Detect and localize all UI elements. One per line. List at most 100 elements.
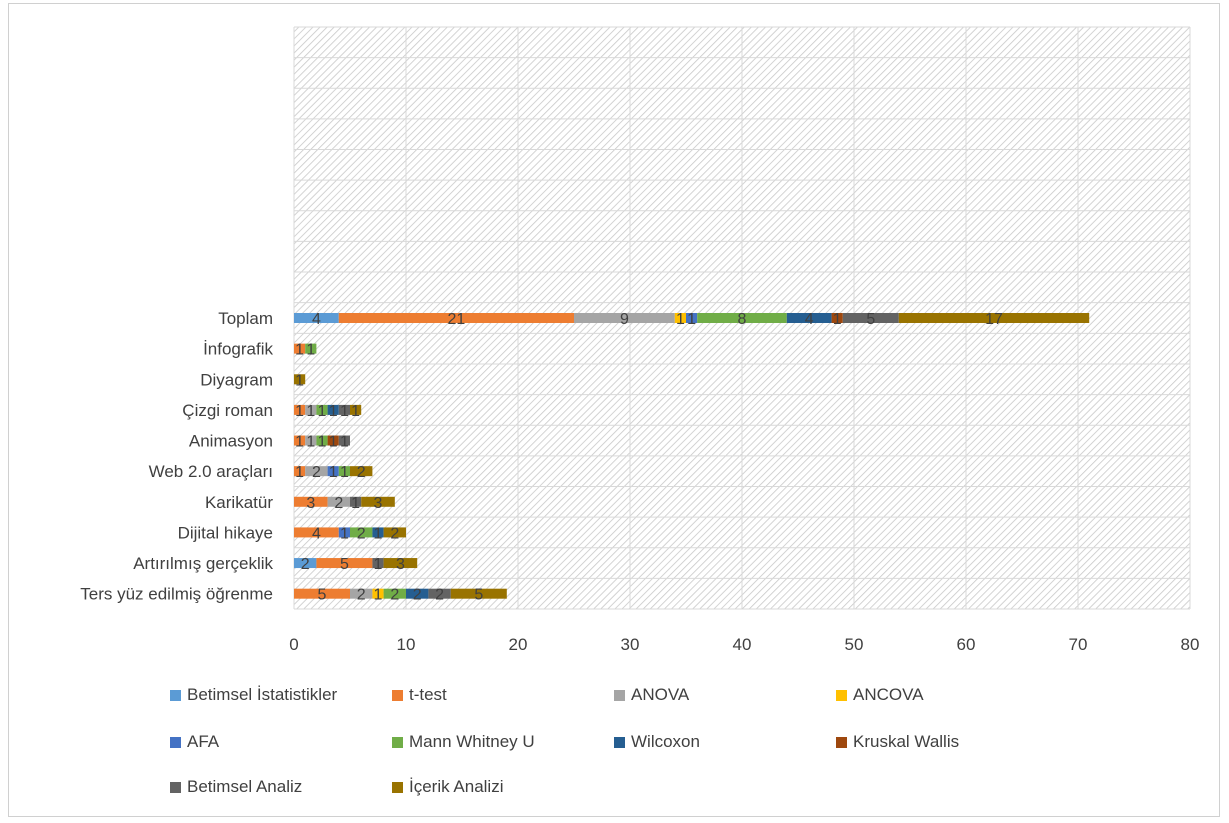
x-tick-label: 10 bbox=[397, 635, 416, 654]
bar-segment bbox=[383, 588, 406, 599]
data-label: 1 bbox=[833, 311, 842, 328]
bar-segment bbox=[294, 466, 306, 477]
x-tick-label: 30 bbox=[621, 635, 640, 654]
bar-segment bbox=[574, 313, 675, 323]
bar-segment bbox=[327, 466, 339, 477]
bar-segment bbox=[831, 313, 843, 323]
data-label: 4 bbox=[312, 525, 321, 542]
x-tick-label: 60 bbox=[957, 635, 976, 654]
bar-segment bbox=[350, 496, 362, 507]
data-label: 1 bbox=[329, 464, 338, 481]
data-label: 2 bbox=[357, 464, 366, 481]
data-label: 3 bbox=[306, 495, 315, 512]
bar-segment bbox=[898, 313, 1090, 323]
bar-segment bbox=[674, 313, 686, 323]
bar-segment bbox=[450, 588, 507, 599]
bar-segment bbox=[327, 496, 350, 507]
data-label: 1 bbox=[374, 587, 383, 604]
y-tick-label: Çizgi roman bbox=[182, 401, 273, 420]
data-label: 1 bbox=[687, 311, 696, 328]
data-label: 1 bbox=[340, 464, 349, 481]
data-label: 2 bbox=[312, 464, 321, 481]
data-label: 1 bbox=[351, 403, 360, 420]
data-label: 1 bbox=[351, 495, 360, 512]
bar-segment bbox=[686, 313, 698, 323]
bar-segment bbox=[294, 343, 306, 354]
data-label: 2 bbox=[435, 587, 444, 604]
bar-segment bbox=[428, 588, 451, 599]
bar-segment bbox=[294, 404, 306, 415]
data-label: 9 bbox=[620, 311, 629, 328]
data-label: 1 bbox=[306, 403, 315, 420]
data-label: 2 bbox=[357, 587, 366, 604]
bar-segment bbox=[305, 404, 317, 415]
bar-segment bbox=[350, 466, 373, 477]
y-tick-label: Dijital hikaye bbox=[178, 523, 273, 542]
y-tick-label: Artırılmış gerçeklik bbox=[133, 554, 273, 573]
data-label: 1 bbox=[318, 434, 327, 451]
bars: 5 2 1 2 2 2 52 5 1 34 1 2 1 23 2 1 31 2 1 1 21 1 1 1 11 1 1 1 1 111 14… bbox=[294, 311, 1090, 604]
bar-segment bbox=[338, 404, 350, 415]
y-tick-label: Diyagram bbox=[200, 370, 273, 389]
bar-segment bbox=[338, 313, 574, 323]
data-label: 17 bbox=[985, 311, 1003, 328]
y-tick-label: Web 2.0 araçları bbox=[149, 462, 273, 481]
gridlines bbox=[293, 26, 1191, 610]
data-label: 1 bbox=[374, 525, 383, 542]
bar-segment bbox=[372, 558, 384, 569]
x-tick-label: 40 bbox=[733, 635, 752, 654]
x-tick-label: 70 bbox=[1069, 635, 1088, 654]
bar-segment bbox=[316, 404, 328, 415]
bar-segment bbox=[316, 435, 328, 446]
data-label: 1 bbox=[340, 403, 349, 420]
data-label: 4 bbox=[805, 311, 814, 328]
bar-segment bbox=[383, 527, 406, 538]
data-label: 1 bbox=[318, 403, 327, 420]
data-label: 5 bbox=[474, 587, 483, 604]
data-label: 1 bbox=[306, 434, 315, 451]
bar-segment bbox=[406, 588, 429, 599]
y-tick-label: Animasyon bbox=[189, 432, 273, 451]
bar-segment bbox=[372, 588, 384, 599]
bar-segment bbox=[338, 527, 350, 538]
bar-segment bbox=[697, 313, 787, 323]
bar-segment bbox=[294, 313, 339, 323]
y-tick-label: Ters yüz edilmiş öğrenme bbox=[80, 585, 273, 604]
bar-segment bbox=[327, 404, 339, 415]
data-label: 5 bbox=[318, 587, 327, 604]
bar-segment bbox=[372, 527, 384, 538]
data-label: 1 bbox=[295, 403, 304, 420]
data-label: 5 bbox=[866, 311, 875, 328]
data-label: 2 bbox=[390, 525, 399, 542]
x-tick-label: 50 bbox=[845, 635, 864, 654]
data-label: 1 bbox=[374, 556, 383, 573]
bar-segment bbox=[842, 313, 899, 323]
x-axis-ticks: 0 10 20 30 40 50 60 70 80 bbox=[289, 635, 1199, 654]
bar-segment bbox=[294, 588, 350, 599]
bar-segment bbox=[305, 466, 328, 477]
bar-segment bbox=[316, 558, 373, 569]
bar-segment bbox=[361, 496, 395, 507]
data-label: 1 bbox=[340, 525, 349, 542]
data-label: 1 bbox=[306, 342, 315, 359]
x-tick-label: 0 bbox=[289, 635, 298, 654]
x-tick-label: 20 bbox=[509, 635, 528, 654]
data-label: 2 bbox=[334, 495, 343, 512]
bar-segment bbox=[350, 527, 373, 538]
data-label: 1 bbox=[295, 342, 304, 359]
y-axis-ticks: Ters yüz edilmiş öğrenme Artırılmış gerçe… bbox=[80, 309, 273, 604]
data-label: 1 bbox=[295, 372, 304, 389]
data-label: 1 bbox=[329, 403, 338, 420]
data-label: 1 bbox=[295, 434, 304, 451]
y-tick-label: Karikatür bbox=[205, 493, 273, 512]
bar-segment bbox=[383, 558, 418, 569]
bar-segment bbox=[294, 558, 317, 569]
bar-segment bbox=[305, 435, 317, 446]
bar-segment bbox=[350, 588, 373, 599]
y-tick-label: Toplam bbox=[218, 309, 273, 328]
y-tick-label: İnfografik bbox=[203, 340, 273, 359]
data-label: 2 bbox=[390, 587, 399, 604]
bar-segment bbox=[338, 435, 350, 446]
data-label: 8 bbox=[738, 311, 747, 328]
